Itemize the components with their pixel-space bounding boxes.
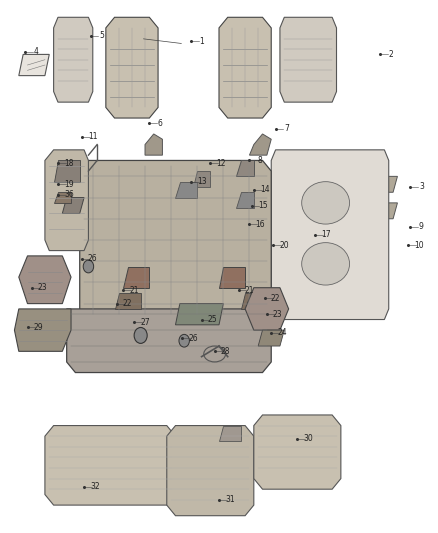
Text: 17: 17 <box>321 230 330 239</box>
Polygon shape <box>19 256 71 304</box>
Text: 22: 22 <box>123 299 132 308</box>
Polygon shape <box>167 425 254 516</box>
Text: 24: 24 <box>277 328 287 337</box>
Text: 15: 15 <box>258 201 267 210</box>
Text: 30: 30 <box>304 434 313 443</box>
Polygon shape <box>115 293 141 309</box>
Polygon shape <box>193 171 210 187</box>
Text: 5: 5 <box>99 31 104 41</box>
Ellipse shape <box>302 182 350 224</box>
Text: 3: 3 <box>419 182 424 191</box>
Text: 22: 22 <box>271 294 280 303</box>
Polygon shape <box>250 134 271 155</box>
Polygon shape <box>271 150 389 319</box>
Ellipse shape <box>179 334 189 347</box>
Polygon shape <box>219 266 245 288</box>
Text: 21: 21 <box>245 286 254 295</box>
Text: 29: 29 <box>34 323 43 332</box>
Polygon shape <box>62 198 84 214</box>
Text: 4: 4 <box>34 47 39 56</box>
Text: 11: 11 <box>88 132 98 141</box>
Polygon shape <box>237 160 254 176</box>
Text: 27: 27 <box>140 318 150 327</box>
Text: 26: 26 <box>188 334 198 343</box>
Text: 23: 23 <box>38 283 48 292</box>
Text: 26: 26 <box>88 254 98 263</box>
Text: 10: 10 <box>414 241 424 250</box>
Text: 32: 32 <box>90 482 100 491</box>
Polygon shape <box>14 309 71 351</box>
Text: 23: 23 <box>273 310 283 319</box>
Text: 14: 14 <box>260 185 269 194</box>
Polygon shape <box>280 17 336 102</box>
Text: 13: 13 <box>197 177 206 186</box>
Polygon shape <box>176 182 197 198</box>
Polygon shape <box>19 54 49 76</box>
Text: 1: 1 <box>199 37 204 46</box>
Text: 31: 31 <box>225 495 235 504</box>
Text: 16: 16 <box>255 220 265 229</box>
Text: 6: 6 <box>158 119 162 128</box>
Polygon shape <box>145 134 162 155</box>
Ellipse shape <box>134 327 147 343</box>
Polygon shape <box>67 309 271 373</box>
Polygon shape <box>219 17 271 118</box>
Polygon shape <box>254 415 341 489</box>
Polygon shape <box>176 304 223 325</box>
Polygon shape <box>53 17 93 102</box>
Polygon shape <box>245 288 289 330</box>
Text: 18: 18 <box>64 159 74 167</box>
Ellipse shape <box>83 260 94 273</box>
Polygon shape <box>219 425 241 441</box>
Polygon shape <box>123 266 149 288</box>
Polygon shape <box>106 17 158 118</box>
Text: 28: 28 <box>221 347 230 356</box>
Text: 7: 7 <box>284 124 289 133</box>
Text: 20: 20 <box>279 241 289 250</box>
Text: 21: 21 <box>129 286 139 295</box>
Text: 36: 36 <box>64 190 74 199</box>
Polygon shape <box>241 293 267 309</box>
Text: 12: 12 <box>216 159 226 167</box>
Polygon shape <box>376 176 397 192</box>
Polygon shape <box>237 192 254 208</box>
Ellipse shape <box>302 243 350 285</box>
Polygon shape <box>53 192 71 203</box>
Text: 19: 19 <box>64 180 74 189</box>
Polygon shape <box>45 150 88 251</box>
Polygon shape <box>258 330 284 346</box>
Polygon shape <box>53 160 80 182</box>
Polygon shape <box>45 425 176 505</box>
Text: 25: 25 <box>208 315 217 324</box>
Text: 2: 2 <box>389 50 393 59</box>
Text: 8: 8 <box>258 156 263 165</box>
Text: 9: 9 <box>419 222 424 231</box>
Polygon shape <box>376 203 397 219</box>
Polygon shape <box>80 160 271 319</box>
